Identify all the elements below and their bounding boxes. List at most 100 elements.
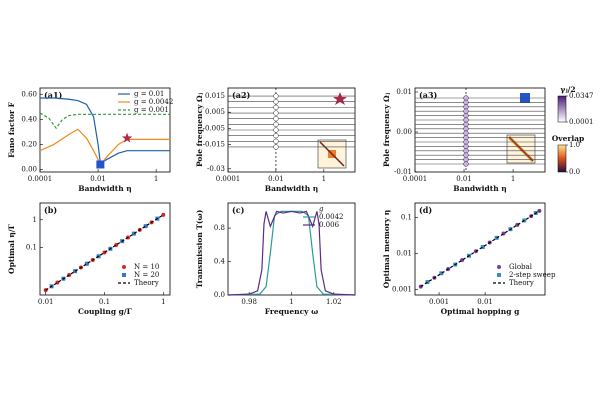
plot-frame — [39, 87, 171, 173]
plot-area — [228, 88, 355, 172]
panel-label: (b) — [44, 205, 57, 215]
x-tick-label: 0.01 — [268, 175, 284, 183]
legend-swatch — [497, 273, 501, 277]
y-axis-label: Transmission T(ω) — [195, 210, 204, 289]
y-tick-label: -0.005 — [203, 124, 225, 132]
plot-area — [43, 212, 166, 293]
pole — [463, 143, 469, 150]
data-line — [40, 97, 170, 165]
y-axis-label: Pole frequency Ωⱼ — [382, 92, 391, 167]
data-line — [227, 210, 356, 296]
x-tick-label: 0.0001 — [216, 175, 241, 183]
data-point — [439, 271, 444, 276]
y-tick-label: 0.60 — [21, 90, 37, 98]
pole — [273, 110, 279, 116]
colorbar — [557, 144, 567, 173]
x-axis-label: Bandwidth η — [265, 184, 318, 193]
legend-label: g = 0.001 — [134, 106, 169, 114]
pole — [273, 104, 279, 111]
panel-label: (d) — [419, 205, 432, 215]
data-point — [537, 208, 542, 213]
pole — [463, 148, 469, 154]
colorbar-label: γⱼ/2 — [560, 85, 575, 94]
pole — [273, 133, 279, 139]
data-point — [143, 224, 148, 229]
legend-label: 2-step sweep — [509, 271, 556, 279]
y-tick-label: 0.8 — [214, 224, 225, 232]
x-tick-label: 0.01 — [456, 175, 472, 183]
data-point — [161, 212, 166, 217]
legend-label: N = 20 — [134, 271, 159, 279]
plot-area — [227, 210, 356, 296]
y-tick-label: 0.015 — [205, 92, 225, 100]
y-tick-label: 0.01 — [396, 88, 412, 96]
marker — [96, 160, 105, 169]
plot-frame — [39, 202, 171, 296]
data-point — [84, 261, 89, 266]
x-tick-label: 0.001 — [429, 298, 449, 306]
x-tick-label: 1 — [322, 175, 326, 183]
y-tick-label: -0.015 — [203, 141, 225, 149]
y-tick-label: 0.00 — [396, 128, 412, 136]
colorbar-tick-label: 0.0 — [569, 168, 580, 176]
x-tick-label: 0.01 — [477, 298, 493, 306]
legend-label: 0.0042 — [319, 213, 344, 221]
pole — [463, 104, 469, 110]
y-tick-label: 0.01 — [396, 249, 412, 257]
pole — [463, 99, 469, 106]
legend-label: N = 10 — [134, 263, 159, 271]
colorbar — [557, 95, 567, 123]
legend-label: Global — [509, 263, 533, 271]
x-axis-label: Frequency ω — [265, 307, 319, 316]
x-tick-label: 0.1 — [99, 298, 110, 306]
data-point — [131, 231, 136, 236]
pole — [463, 130, 469, 136]
plot-area — [39, 97, 170, 169]
pole — [463, 139, 469, 145]
x-tick-label: 0.0001 — [403, 175, 428, 183]
legend-label: Theory — [509, 279, 534, 287]
x-tick-label: 1.02 — [326, 298, 342, 306]
y-tick-label: 0.0 — [214, 291, 225, 299]
plot-area — [418, 208, 542, 289]
y-tick-label: 0.40 — [21, 115, 37, 123]
x-tick-label: 0.0001 — [28, 175, 53, 183]
panel-label: (c) — [232, 205, 245, 215]
y-axis-label: Pole frequency Ωⱼ — [195, 92, 204, 167]
plot-area — [415, 88, 545, 172]
x-axis-label: Bandwidth η — [78, 184, 131, 193]
pole — [463, 108, 469, 114]
x-tick-label: 1 — [161, 298, 165, 306]
panel-label: (a1) — [44, 90, 63, 100]
inset-a2 — [317, 139, 347, 169]
y-tick-label: 0.1 — [401, 213, 412, 221]
panel-label: (a3) — [419, 90, 438, 100]
colorbar-tick-label: 0.0001 — [569, 118, 594, 126]
pole — [463, 156, 469, 163]
data-point — [425, 280, 430, 285]
y-tick-label: 0.001 — [392, 285, 412, 293]
legend-swatch — [122, 273, 126, 277]
pole — [273, 144, 279, 150]
legend-swatch — [497, 265, 501, 269]
pole — [273, 121, 279, 127]
pole — [463, 126, 469, 132]
pole — [463, 117, 469, 123]
colorbar-tick-label: 0.0347 — [569, 92, 594, 100]
pole — [463, 152, 469, 158]
x-axis-label: Optimal hopping g — [441, 307, 520, 316]
y-tick-label: 0.00 — [21, 165, 37, 173]
data-line — [39, 112, 170, 130]
pole — [463, 121, 469, 128]
data-line — [39, 128, 170, 166]
legend-label: Theory — [134, 279, 159, 287]
x-tick-label: 1 — [511, 175, 515, 183]
x-tick-label: 1 — [154, 175, 158, 183]
pole — [463, 112, 469, 119]
data-point — [73, 269, 78, 274]
y-axis-label: Optimal η/Γ — [7, 223, 16, 274]
legend-label: 0.006 — [319, 221, 340, 229]
y-axis-label: Fano factor F — [7, 101, 16, 158]
x-tick-label: 1 — [289, 298, 293, 306]
